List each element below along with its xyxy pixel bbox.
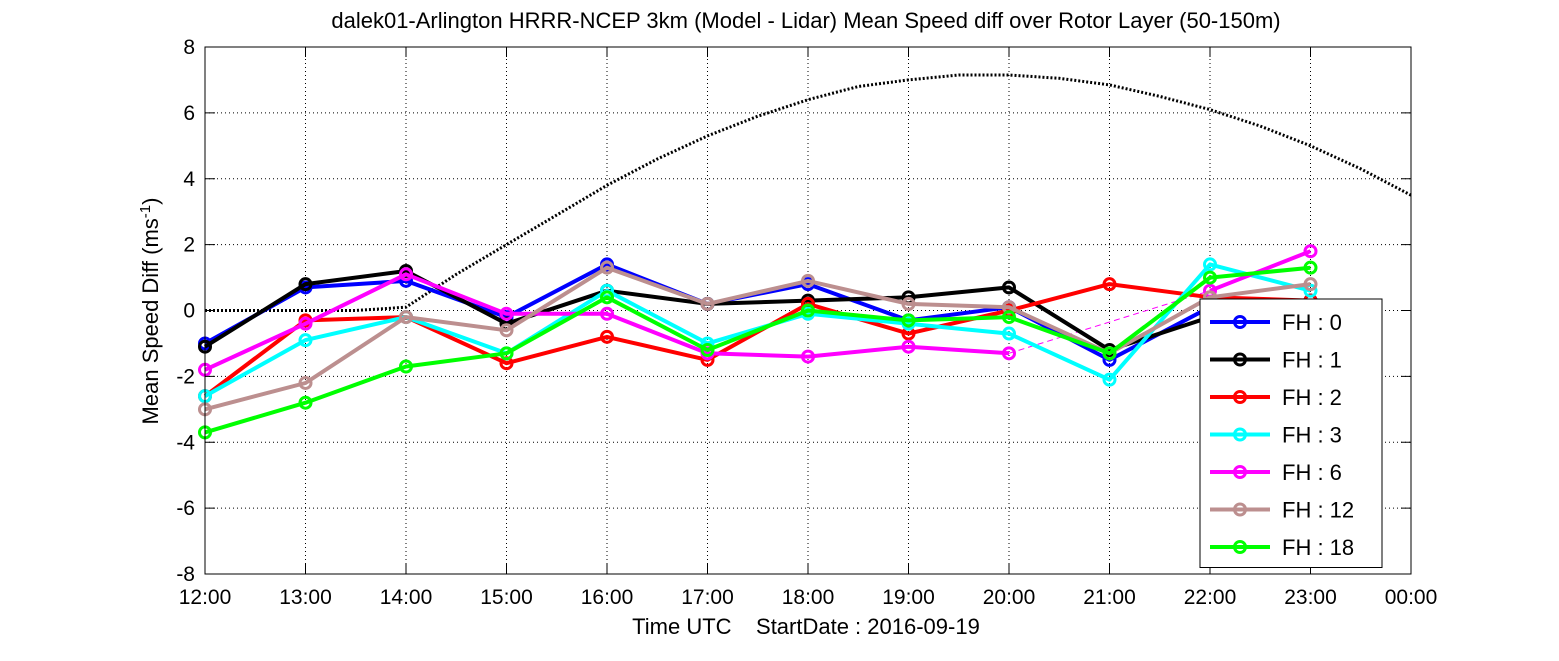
data-point (399, 310, 413, 325)
x-tick-label: 17:00 (681, 586, 734, 609)
x-tick-label: 19:00 (882, 586, 935, 609)
reference-curve (205, 73, 1412, 312)
data-point (1102, 372, 1117, 387)
legend-swatch-marker (1233, 502, 1247, 517)
data-point (1303, 260, 1318, 275)
reference-curve-layer (205, 73, 1412, 312)
series-line (204, 272, 1010, 372)
legend-swatch-marker (1233, 390, 1247, 404)
data-point (1102, 277, 1117, 292)
data-point (399, 359, 413, 374)
legend-label: FH : 1 (1282, 348, 1342, 373)
x-axis-label: Time UTC StartDate : 2016-09-19 (632, 614, 980, 639)
y-tick-label: 4 (183, 168, 195, 191)
data-point (901, 313, 916, 328)
data-point (600, 306, 614, 321)
plot-frame-layer (204, 46, 1412, 575)
data-point (600, 260, 614, 275)
data-point (1203, 257, 1217, 272)
legend-entry: FH : 2 (1210, 385, 1342, 410)
tick-label-layer: 12:00 13:00 14:00 15:00 16:00 17:00 18:00 19:00… (176, 36, 1437, 609)
legend: FH : 0 FH : 1 FH : 2 FH : 3 FH : 6 FH : 12 FH … (1199, 298, 1383, 568)
x-tick-label: 22:00 (1184, 586, 1237, 609)
chart-title: dalek01-Arlington HRRR-NCEP 3km (Model -… (331, 8, 1280, 33)
x-tick-label: 21:00 (1083, 586, 1136, 609)
legend-entry: FH : 0 (1210, 310, 1342, 335)
y-axis-label: Mean Speed Diff (ms-1) (137, 198, 163, 425)
series-line (204, 262, 1311, 362)
data-point (298, 333, 313, 348)
data-point (298, 395, 313, 410)
series-layer (198, 244, 1318, 440)
data-point (700, 296, 715, 311)
data-point (298, 277, 313, 292)
y-axis-label-main: Mean Speed Diff (ms (138, 218, 163, 424)
data-point (399, 267, 413, 282)
x-tick-label: 15:00 (480, 586, 533, 609)
legend-swatch-marker (1233, 465, 1247, 479)
data-point (499, 306, 514, 321)
legend-entry: FH : 1 (1210, 348, 1342, 373)
series-line (204, 265, 1311, 412)
y-tick-label: 8 (183, 36, 195, 59)
legend-entry: FH : 12 (1210, 498, 1354, 523)
data-point (298, 375, 313, 390)
legend-label: FH : 12 (1282, 498, 1354, 523)
data-point (499, 323, 514, 338)
x-tick-label: 12:00 (179, 586, 232, 609)
legend-label: FH : 18 (1282, 535, 1354, 560)
series-line (204, 265, 1311, 435)
data-point (1002, 280, 1016, 295)
y-tick-label: 0 (183, 300, 195, 323)
x-tick-label: 20:00 (983, 586, 1036, 609)
data-point (1002, 346, 1016, 361)
data-point (801, 349, 815, 364)
y-tick-label: 6 (183, 102, 195, 125)
legend-label: FH : 3 (1282, 423, 1342, 448)
y-tick-label: -4 (176, 431, 195, 454)
x-tick-label: 23:00 (1284, 586, 1337, 609)
y-axis-label-end: ) (138, 198, 163, 205)
data-point (298, 316, 313, 331)
data-point (901, 296, 916, 311)
data-point (1203, 270, 1217, 285)
x-tick-label: 18:00 (782, 586, 835, 609)
legend-label: FH : 0 (1282, 310, 1342, 335)
data-point (801, 273, 815, 288)
legend-swatch-marker (1233, 315, 1247, 329)
data-point (1303, 244, 1318, 259)
y-tick-label: -2 (176, 365, 195, 388)
y-tick-label: 2 (183, 234, 195, 257)
legend-entry: FH : 3 (1210, 423, 1342, 448)
y-tick-label: -6 (176, 497, 195, 520)
legend-label: FH : 6 (1282, 460, 1342, 485)
data-point (1002, 326, 1016, 341)
y-axis-label-superscript: -1 (137, 205, 154, 218)
data-point (600, 290, 614, 305)
y-tick-label: -8 (176, 563, 195, 586)
data-point (600, 329, 614, 344)
data-point (1303, 277, 1318, 292)
legend-entry: FH : 6 (1210, 460, 1342, 485)
data-point (801, 303, 815, 318)
data-point (1002, 310, 1016, 325)
legend-swatch-marker (1233, 540, 1247, 554)
data-point (1102, 346, 1117, 361)
x-tick-label: 16:00 (581, 586, 634, 609)
data-point (499, 346, 514, 361)
legend-swatch-marker (1233, 427, 1247, 442)
x-tick-label: 00:00 (1385, 586, 1438, 609)
data-point (700, 343, 715, 358)
data-point (901, 339, 916, 354)
x-tick-label: 13:00 (279, 586, 332, 609)
legend-entry: FH : 18 (1210, 535, 1354, 560)
x-tick-label: 14:00 (380, 586, 433, 609)
legend-label: FH : 2 (1282, 385, 1342, 410)
legend-swatch-marker (1233, 352, 1247, 367)
